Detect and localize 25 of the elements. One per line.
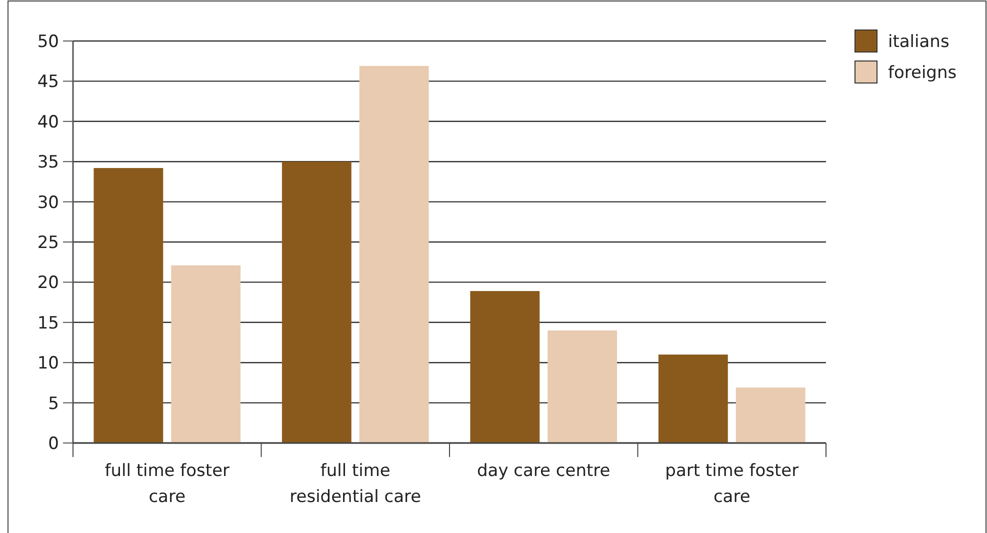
bar — [94, 168, 164, 443]
x-tick-label: day care centre — [477, 461, 610, 481]
x-tick-label: full time residential care — [290, 461, 422, 507]
bar — [658, 354, 728, 443]
y-tick-label: 0 — [48, 434, 59, 454]
bar — [736, 388, 806, 443]
y-tick-label: 10 — [37, 354, 59, 374]
bar — [359, 66, 429, 443]
bar — [171, 265, 241, 443]
y-tick-label: 40 — [37, 112, 59, 132]
y-tick-label: 45 — [37, 72, 59, 92]
y-tick-label: 5 — [48, 394, 59, 414]
y-tick-label: 20 — [37, 273, 59, 294]
legend-label: italians — [888, 32, 950, 52]
y-tick-label: 35 — [37, 152, 59, 173]
bar — [282, 162, 352, 443]
x-tick-label: full time foster care — [104, 461, 230, 507]
bar — [548, 330, 618, 443]
y-tick-label: 15 — [37, 313, 59, 334]
y-tick-label: 30 — [37, 192, 59, 213]
legend-label: foreigns — [888, 62, 957, 83]
y-tick-label: 50 — [37, 32, 59, 52]
bar — [470, 291, 540, 443]
x-tick-label: part time foster care — [665, 461, 799, 507]
y-tick-label: 25 — [37, 232, 59, 253]
